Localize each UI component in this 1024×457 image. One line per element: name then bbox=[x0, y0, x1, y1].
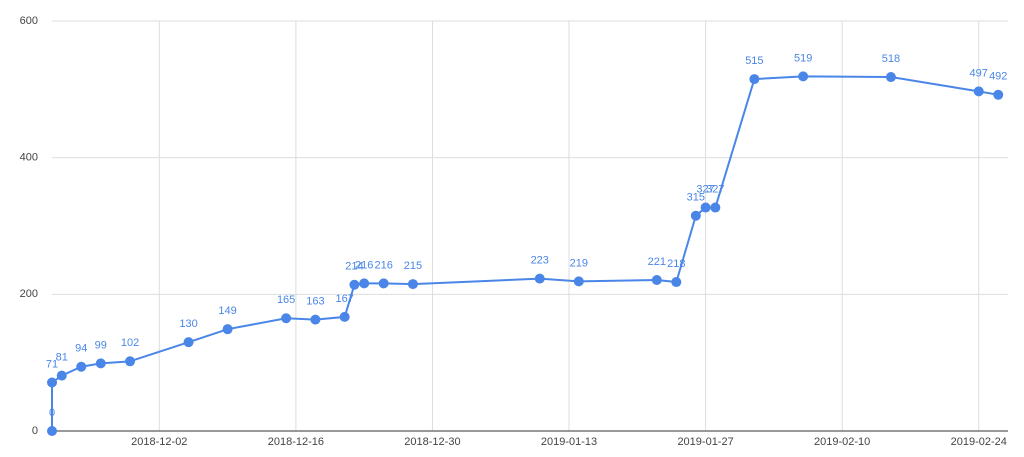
value-label: 492 bbox=[989, 71, 1007, 83]
point bbox=[798, 71, 809, 82]
value-label: 99 bbox=[95, 339, 107, 351]
point bbox=[95, 358, 106, 369]
value-label: 497 bbox=[970, 67, 988, 79]
value-label: 515 bbox=[745, 55, 763, 67]
point bbox=[56, 370, 67, 381]
point bbox=[973, 86, 984, 97]
value-label: 315 bbox=[687, 192, 705, 204]
value-label: 518 bbox=[882, 53, 900, 65]
value-label: 327 bbox=[706, 183, 724, 195]
point bbox=[749, 74, 760, 85]
x-tick-label: 2019-01-27 bbox=[677, 436, 733, 448]
value-label: 327 bbox=[696, 183, 714, 195]
point bbox=[183, 337, 194, 348]
value-label: 0 bbox=[49, 407, 55, 419]
x-tick-label: 2018-12-02 bbox=[131, 436, 187, 448]
x-tick-label: 2019-02-10 bbox=[814, 436, 870, 448]
y-tick-label: 400 bbox=[20, 152, 38, 164]
value-label: 130 bbox=[179, 318, 197, 330]
point bbox=[690, 210, 701, 221]
point bbox=[339, 311, 350, 322]
value-label: 219 bbox=[570, 257, 588, 269]
value-label: 94 bbox=[75, 343, 87, 355]
value-label: 71 bbox=[46, 358, 58, 370]
value-label: 163 bbox=[306, 296, 324, 308]
value-label: 167 bbox=[335, 293, 353, 305]
x-tick-label: 2018-12-16 bbox=[268, 436, 324, 448]
point bbox=[700, 202, 711, 213]
point bbox=[76, 361, 87, 372]
value-label: 218 bbox=[667, 258, 685, 270]
point bbox=[310, 314, 321, 325]
point bbox=[885, 72, 896, 83]
point bbox=[359, 278, 370, 289]
value-label: 216 bbox=[355, 259, 373, 271]
value-label: 149 bbox=[218, 305, 236, 317]
point bbox=[710, 202, 721, 213]
point bbox=[378, 278, 389, 289]
point bbox=[993, 89, 1004, 100]
value-label: 165 bbox=[277, 294, 295, 306]
x-tick-label: 2019-01-13 bbox=[541, 436, 597, 448]
point bbox=[671, 277, 682, 288]
x-tick-label: 2018-12-30 bbox=[404, 436, 460, 448]
value-label: 81 bbox=[56, 352, 68, 364]
point bbox=[651, 274, 662, 285]
value-label: 216 bbox=[374, 259, 392, 271]
point bbox=[222, 324, 233, 335]
point bbox=[534, 273, 545, 284]
point bbox=[47, 377, 57, 388]
y-tick-label: 0 bbox=[32, 425, 38, 437]
point bbox=[407, 279, 418, 290]
y-tick-label: 200 bbox=[20, 288, 38, 300]
point bbox=[125, 356, 136, 367]
value-label: 223 bbox=[531, 255, 549, 267]
value-label: 221 bbox=[648, 256, 666, 268]
y-tick-label: 600 bbox=[20, 15, 38, 27]
point bbox=[47, 426, 57, 436]
value-label: 214 bbox=[345, 261, 363, 273]
value-label: 519 bbox=[794, 52, 812, 64]
point bbox=[281, 313, 292, 324]
point bbox=[349, 279, 360, 290]
value-label: 215 bbox=[404, 260, 422, 272]
line bbox=[51, 75, 999, 431]
x-tick-label: 2019-02-24 bbox=[951, 436, 1007, 448]
point bbox=[573, 276, 584, 287]
value-label: 102 bbox=[121, 337, 139, 349]
